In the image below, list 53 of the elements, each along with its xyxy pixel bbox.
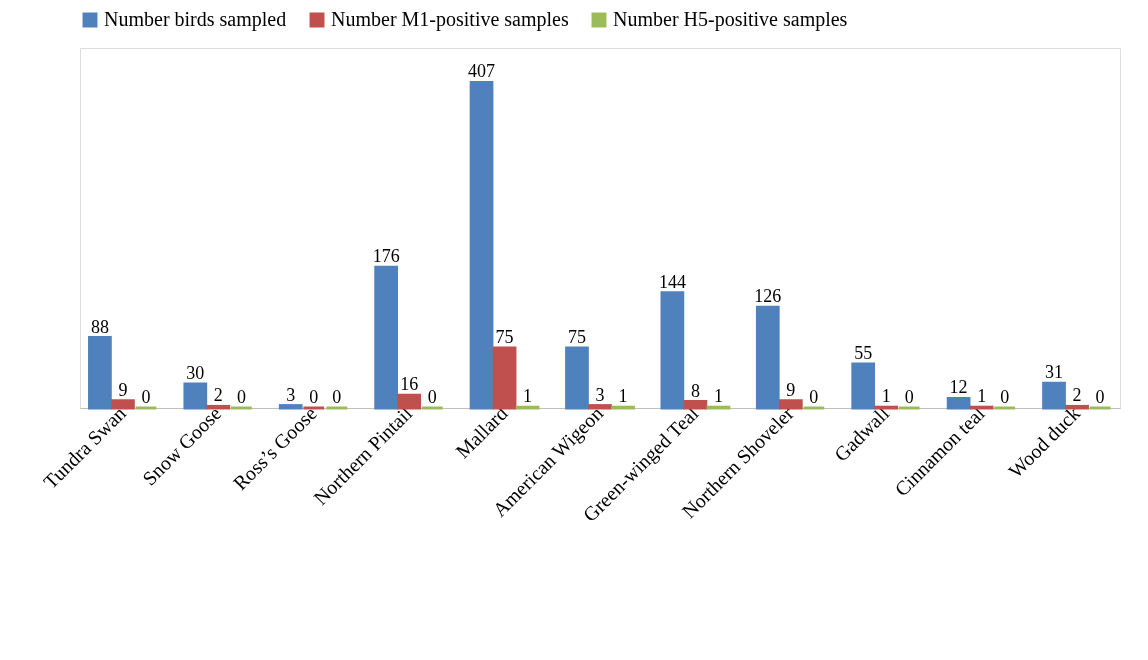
data-label: 1 bbox=[713, 386, 723, 407]
bar bbox=[469, 80, 494, 410]
bar bbox=[1042, 381, 1066, 410]
data-label: 1 bbox=[881, 386, 891, 407]
bar bbox=[88, 336, 112, 410]
data-label: 0 bbox=[427, 387, 437, 407]
data-label: 0 bbox=[236, 387, 246, 407]
data-label: 1 bbox=[523, 386, 533, 407]
data-label: 3 bbox=[286, 384, 296, 405]
bar bbox=[492, 346, 517, 410]
bar bbox=[183, 382, 208, 410]
bar bbox=[660, 291, 685, 410]
data-label: 0 bbox=[904, 387, 914, 407]
bar bbox=[683, 400, 708, 410]
data-label: 30 bbox=[186, 363, 205, 383]
data-label: 0 bbox=[332, 387, 342, 407]
bar bbox=[278, 404, 303, 410]
legend-label: Number birds sampled bbox=[104, 8, 287, 31]
data-label: 88 bbox=[90, 316, 109, 337]
bar bbox=[755, 305, 780, 410]
data-label: 0 bbox=[141, 387, 151, 407]
data-label: 144 bbox=[658, 271, 686, 292]
data-label: 2 bbox=[1072, 385, 1082, 406]
data-label: 3 bbox=[595, 384, 605, 405]
data-label: 16 bbox=[400, 374, 419, 395]
data-label: 8 bbox=[690, 380, 700, 401]
bar bbox=[111, 399, 135, 410]
data-label: 75 bbox=[495, 327, 514, 347]
data-label: 9 bbox=[118, 379, 128, 400]
data-label: 31 bbox=[1045, 362, 1064, 383]
data-label: 0 bbox=[809, 387, 819, 407]
bar bbox=[374, 265, 399, 410]
data-label: 176 bbox=[372, 246, 400, 267]
data-label: 2 bbox=[213, 385, 223, 406]
data-label: 0 bbox=[309, 387, 319, 407]
data-label: 126 bbox=[754, 286, 782, 307]
data-label: 0 bbox=[1000, 387, 1010, 407]
data-label: 0 bbox=[1095, 387, 1105, 407]
data-label: 12 bbox=[949, 377, 968, 398]
legend-label: Number M1-positive samples bbox=[331, 8, 569, 31]
data-label: 75 bbox=[567, 327, 586, 347]
bar bbox=[778, 399, 803, 410]
data-label: 1 bbox=[618, 386, 628, 407]
data-label: 9 bbox=[786, 379, 796, 400]
data-label: 55 bbox=[854, 343, 873, 363]
bar bbox=[588, 404, 612, 410]
data-label: 407 bbox=[468, 61, 496, 82]
bar bbox=[565, 346, 589, 410]
data-label: 1 bbox=[977, 386, 987, 407]
legend-label: Number H5-positive samples bbox=[613, 8, 848, 31]
bar bbox=[946, 396, 971, 410]
bar bbox=[397, 393, 422, 410]
bar bbox=[851, 362, 876, 410]
